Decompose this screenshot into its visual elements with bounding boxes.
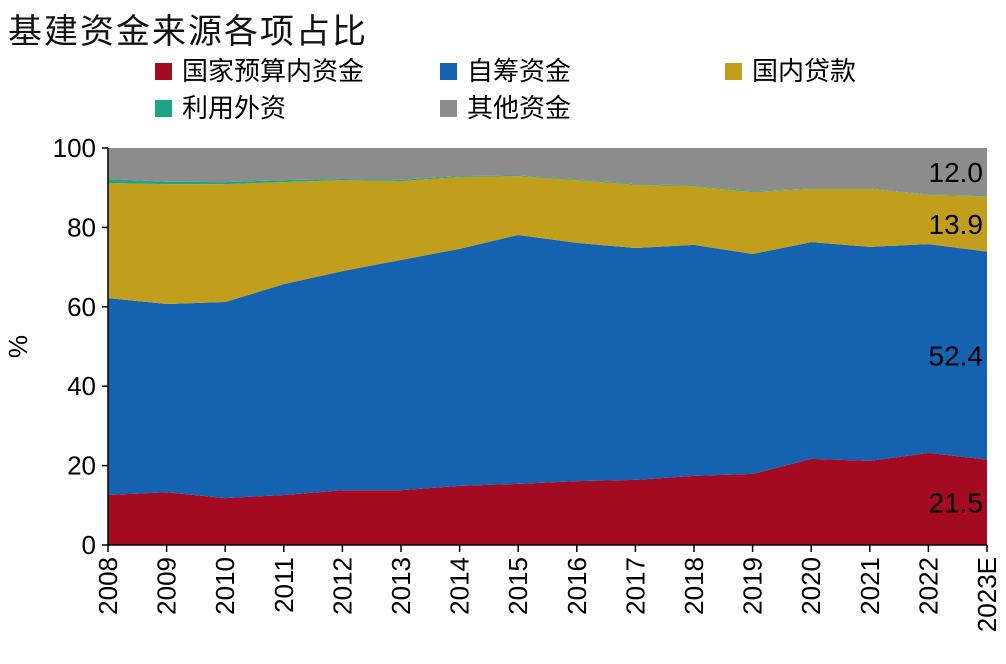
y-tick-label: 80	[67, 212, 96, 242]
x-tick-label: 2014	[445, 557, 475, 615]
x-tick-label: 2021	[855, 557, 885, 615]
area-0	[108, 452, 987, 545]
chart-title: 基建资金来源各项占比	[8, 12, 368, 52]
x-tick-label: 2022	[913, 557, 943, 615]
y-axis-label: %	[3, 335, 33, 358]
y-tick-label: 20	[67, 451, 96, 481]
data-label: 21.5	[929, 487, 984, 518]
data-label: 12.0	[929, 157, 984, 188]
legend-swatch	[725, 63, 742, 80]
legend-swatch	[155, 100, 172, 117]
y-tick-label: 40	[67, 371, 96, 401]
x-tick-label: 2016	[562, 557, 592, 615]
x-tick-label: 2011	[269, 557, 299, 613]
x-tick-label: 2008	[93, 557, 123, 615]
legend-swatch	[440, 63, 457, 80]
x-tick-label: 2009	[152, 557, 182, 615]
y-tick-label: 0	[82, 530, 96, 560]
x-tick-label: 2015	[503, 557, 533, 615]
data-label: 13.9	[929, 209, 984, 240]
legend-label: 国家预算内资金	[182, 57, 364, 87]
y-tick-label: 100	[53, 133, 96, 163]
area-2	[108, 176, 987, 305]
legend-label: 利用外资	[182, 94, 286, 124]
data-label: 52.4	[929, 341, 984, 372]
legend-label: 其他资金	[467, 94, 571, 124]
x-tick-label: 2023E	[972, 557, 1002, 632]
legend-swatch	[440, 100, 457, 117]
x-tick-label: 2010	[210, 557, 240, 615]
x-tick-label: 2019	[738, 557, 768, 615]
x-tick-label: 2012	[327, 557, 357, 615]
x-tick-label: 2020	[796, 557, 826, 615]
legend-label: 国内贷款	[752, 57, 856, 87]
y-tick-label: 60	[67, 292, 96, 322]
area-3	[108, 175, 987, 197]
legend-label: 自筹资金	[467, 57, 571, 87]
area-1	[108, 234, 987, 499]
x-tick-label: 2017	[620, 557, 650, 615]
area-4	[108, 148, 987, 196]
x-tick-label: 2018	[679, 557, 709, 615]
x-tick-label: 2013	[386, 557, 416, 615]
legend-swatch	[155, 63, 172, 80]
